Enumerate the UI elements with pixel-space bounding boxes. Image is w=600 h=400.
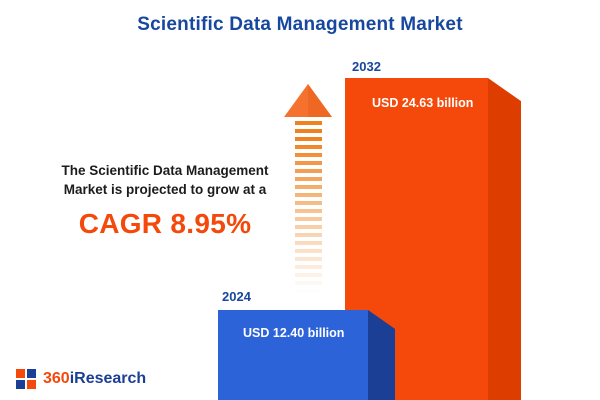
- value-label-2024: USD 12.40 billion: [243, 326, 345, 340]
- logo-square-blue: [27, 369, 36, 378]
- chart-title: Scientific Data Management Market: [137, 14, 463, 35]
- logo-text: 360iResearch: [43, 370, 146, 388]
- annotation-line-1: The Scientific Data Management: [61, 163, 269, 178]
- value-label-2032: USD 24.63 billion: [372, 96, 474, 110]
- cagr-value: CAGR 8.95%: [78, 207, 252, 239]
- annotation-line-2: Market is projected to grow at a: [63, 181, 267, 197]
- year-label-2024: 2024: [222, 289, 251, 304]
- logo-square-orange: [27, 380, 36, 389]
- bar-2024: [218, 310, 368, 400]
- logo-mark-icon: [16, 369, 36, 389]
- growth-arrow-stripes-icon: [295, 121, 322, 293]
- logo-square-orange: [16, 369, 25, 378]
- growth-arrow-head-shade: [308, 84, 332, 117]
- brand-logo: 360iResearch: [16, 369, 146, 389]
- logo-text-360: 360: [43, 370, 70, 387]
- year-label-2032: 2032: [352, 59, 381, 74]
- bar-2032-side: [488, 78, 521, 400]
- logo-text-research: iResearch: [69, 370, 147, 387]
- logo-square-blue: [16, 380, 25, 389]
- annotation-block: The Scientific Data Management Market is…: [20, 162, 310, 240]
